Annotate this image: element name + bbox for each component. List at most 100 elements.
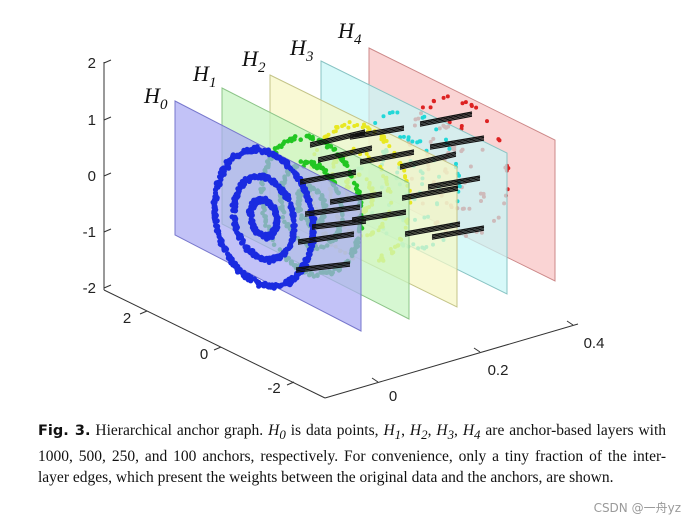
data-point — [415, 140, 420, 145]
data-point — [381, 139, 386, 144]
edge-line — [429, 138, 485, 149]
z-tick-mark — [103, 228, 112, 233]
data-point — [226, 253, 232, 259]
edge-line — [359, 152, 415, 164]
z-tick-label: -1 — [83, 224, 96, 241]
edge-line — [304, 208, 361, 217]
data-point — [300, 187, 306, 193]
edge-line — [304, 205, 361, 214]
watermark: CSDN @一舟yz — [593, 501, 681, 515]
edge-line — [427, 176, 481, 187]
z-tick-mark — [103, 59, 112, 64]
caption-text-3: are anchor-based layers with 1000, 500, … — [38, 422, 667, 487]
layer-label-letter: H — [337, 18, 355, 43]
edge-line — [317, 149, 373, 163]
edge-line — [399, 154, 457, 169]
data-point — [406, 135, 411, 140]
data-point — [242, 272, 248, 278]
edge-line — [419, 111, 473, 123]
data-point — [215, 223, 221, 229]
data-point — [274, 220, 280, 226]
edge-line — [359, 150, 415, 162]
edge-line — [399, 151, 457, 166]
edge-line — [311, 222, 367, 230]
edge-line — [427, 179, 481, 190]
edge-line — [311, 221, 367, 229]
caption-h3: H — [436, 422, 448, 439]
data-point — [217, 170, 223, 176]
data-point — [496, 137, 501, 142]
y-tick-label: 2 — [123, 310, 131, 327]
layer-label-subscript: 3 — [305, 49, 314, 65]
data-point — [242, 244, 248, 250]
caption-text-2: is data points, — [285, 422, 384, 439]
data-point — [288, 243, 294, 249]
figure-caption: Fig. 3. Hierarchical anchor graph. H0 is… — [38, 420, 666, 489]
data-point — [381, 114, 386, 119]
layer-label-subscript: 4 — [354, 32, 362, 48]
data-point — [222, 245, 228, 251]
data-point — [434, 127, 439, 132]
edge-line — [429, 136, 485, 147]
data-point — [260, 199, 266, 205]
data-point — [454, 161, 458, 166]
data-point — [401, 134, 406, 139]
edge-line — [317, 145, 373, 159]
data-point — [428, 105, 433, 110]
data-point — [212, 187, 219, 193]
data-point — [241, 147, 247, 153]
data-point — [292, 134, 298, 139]
data-point — [365, 125, 370, 130]
data-point — [304, 133, 310, 139]
data-point — [224, 162, 230, 168]
layer-label-subscript: 0 — [160, 97, 168, 113]
edge-line — [297, 234, 355, 244]
data-point — [355, 123, 360, 127]
data-point — [463, 100, 468, 105]
data-point — [308, 246, 314, 252]
caption-label: Fig. 3. — [38, 423, 91, 439]
data-point — [332, 146, 338, 152]
data-point — [284, 159, 290, 165]
data-point — [251, 223, 257, 229]
data-point — [232, 205, 238, 211]
caption-h3-sub: 3 — [447, 427, 455, 443]
data-point — [218, 236, 224, 242]
edge-line — [304, 204, 361, 213]
data-point — [474, 105, 479, 110]
z-tick-label: 0 — [88, 168, 96, 185]
layer-label-letter: H — [143, 83, 161, 108]
caption-h1-sub: 1 — [394, 427, 402, 443]
data-point — [269, 282, 275, 288]
data-point — [303, 159, 309, 165]
data-point — [276, 255, 282, 262]
data-point — [381, 134, 386, 139]
data-point — [310, 134, 315, 140]
x-tick-label: 0 — [389, 388, 397, 405]
edge-line — [317, 148, 373, 162]
data-point — [290, 223, 296, 229]
data-point — [277, 143, 283, 149]
z-tick-label: -2 — [83, 280, 96, 297]
data-point — [285, 192, 292, 198]
edge-line — [404, 225, 461, 237]
edge-line — [401, 189, 459, 201]
data-point — [255, 254, 261, 260]
data-point — [265, 200, 271, 207]
edge-line — [295, 262, 351, 270]
edge-line — [399, 152, 457, 167]
x-tick-label: 0.4 — [584, 335, 605, 352]
data-point — [403, 175, 408, 180]
edge-line — [404, 224, 461, 236]
caption-h1: H — [383, 422, 395, 439]
edge-line — [401, 188, 459, 200]
edge-line — [311, 218, 367, 226]
data-point — [254, 198, 260, 204]
data-point — [293, 171, 299, 177]
data-point — [432, 99, 436, 104]
caption-h2: H — [409, 422, 422, 439]
y-axis-line — [103, 289, 326, 399]
z-tick-mark — [103, 116, 112, 121]
